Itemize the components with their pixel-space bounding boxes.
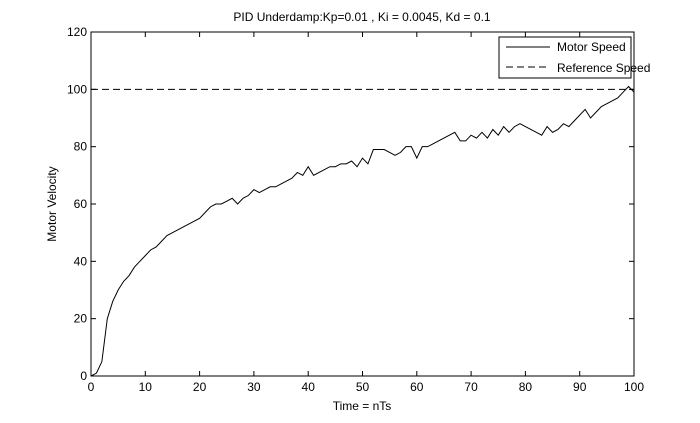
x-tick-label: 20 — [193, 380, 207, 394]
x-tick-label: 0 — [88, 380, 95, 394]
x-axis-label: Time = nTs — [333, 399, 392, 413]
x-tick-label: 60 — [410, 380, 424, 394]
series-group — [90, 85, 635, 377]
y-tick-label: 100 — [67, 82, 87, 96]
x-tick-label: 40 — [302, 380, 316, 394]
chart-title: PID Underdamp:Kp=0.01 , Ki = 0.0045, Kd … — [233, 10, 490, 24]
y-tick-label: 120 — [67, 25, 87, 39]
legend: Motor Speed Reference Speed — [498, 36, 650, 79]
x-tick-label: 30 — [247, 380, 261, 394]
y-tick-label: 60 — [74, 197, 88, 211]
y-tick-label: 20 — [74, 312, 88, 326]
y-tick-label: 40 — [74, 254, 88, 268]
y-axis-label: Motor Velocity — [45, 166, 59, 241]
x-tick-label: 80 — [519, 380, 533, 394]
legend-box — [498, 36, 632, 79]
legend-label-reference-speed: Reference Speed — [557, 61, 650, 75]
x-tick-label: 90 — [573, 380, 587, 394]
legend-label-motor-speed: Motor Speed — [557, 40, 626, 54]
y-tick-label: 80 — [74, 140, 88, 154]
axis-ticks: 0 10 20 30 40 50 60 70 80 90 100 0 20 40 60 80 100 120 — [67, 25, 644, 394]
x-tick-label: 100 — [624, 380, 644, 394]
plot-area — [90, 31, 635, 377]
series-line-motor-speed — [90, 85, 635, 377]
x-tick-label: 50 — [356, 380, 370, 394]
x-tick-label: 70 — [464, 380, 478, 394]
y-tick-label: 0 — [80, 369, 87, 383]
x-tick-label: 10 — [139, 380, 153, 394]
